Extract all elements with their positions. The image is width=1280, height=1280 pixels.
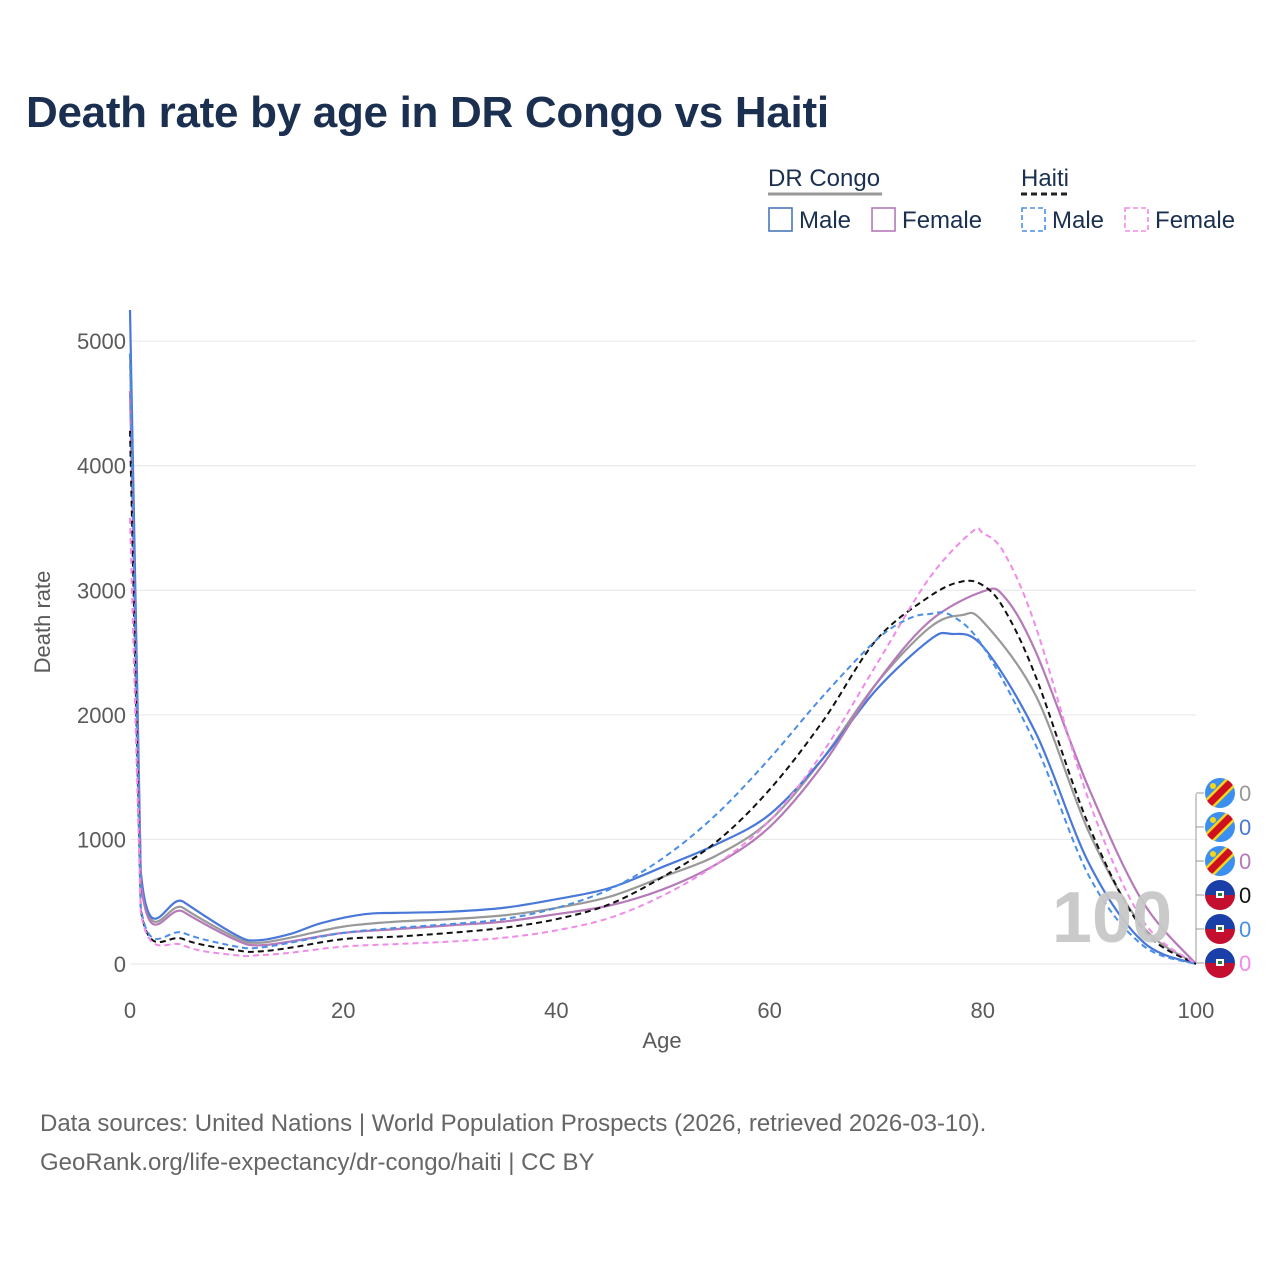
y-tick-label: 5000 (77, 329, 126, 354)
haiti-flag-icon (1205, 948, 1235, 978)
legend-group-haiti: Haiti (1021, 165, 1069, 192)
end-value-label: 0 (1239, 849, 1251, 874)
x-tick-label: 40 (544, 998, 568, 1023)
y-tick-label: 2000 (77, 703, 126, 728)
end-value-label: 0 (1239, 815, 1251, 840)
gridlines (130, 340, 1196, 965)
end-labels: 0 0 0 0 0 0 (1195, 778, 1251, 978)
y-axis-title: Death rate (30, 571, 55, 674)
dr-congo-flag-icon (1205, 846, 1235, 876)
end-value-label: 0 (1239, 883, 1251, 908)
legend-label: Male (799, 207, 851, 234)
x-tick-label: 100 (1178, 998, 1215, 1023)
series-line-haiti-total[interactable] (129, 430, 1197, 965)
legend-swatch (768, 207, 793, 232)
haiti-flag-icon (1205, 880, 1235, 910)
legend-entry-dr-congo-male[interactable]: Male (768, 207, 851, 234)
series-line-haiti-male[interactable] (129, 353, 1197, 965)
series-line-haiti-female[interactable] (129, 517, 1197, 965)
source-note: Data sources: United Nations | World Pop… (40, 1110, 987, 1137)
haiti-flag-icon (1205, 914, 1235, 944)
source-link[interactable]: GeoRank.org/life-expectancy/dr-congo/hai… (40, 1149, 595, 1176)
legend-entry-dr-congo-female[interactable]: Female (871, 207, 982, 234)
legend-swatch (871, 207, 896, 232)
series-line-dr-congo-male[interactable] (128, 309, 1197, 966)
footer: Data sources: United Nations | World Pop… (40, 1104, 986, 1182)
legend-swatch (1124, 207, 1149, 232)
dr-congo-flag-icon (1205, 812, 1235, 842)
legend-entry-haiti-male[interactable]: Male (1021, 207, 1104, 234)
end-value-label: 0 (1239, 951, 1251, 976)
legend-entry-haiti-female[interactable]: Female (1124, 207, 1235, 234)
series-line-dr-congo-total[interactable] (128, 353, 1197, 965)
x-axis-title: Age (642, 1028, 681, 1053)
year-watermark: 100 (1052, 878, 1172, 958)
legend[interactable]: DR Congo Male Female Haiti Male Female (768, 165, 1235, 234)
end-value-label: 0 (1239, 781, 1251, 806)
dr-congo-flag-icon (1205, 778, 1235, 808)
legend-swatch (1021, 207, 1046, 232)
legend-label: Female (1155, 207, 1235, 234)
axes: 0 1000 2000 3000 4000 5000 0 20 40 60 80 100 (77, 329, 1214, 1023)
legend-label: Male (1052, 207, 1104, 234)
y-tick-label: 3000 (77, 578, 126, 603)
legend-group-dr-congo: DR Congo (768, 165, 880, 192)
series-line-dr-congo-female[interactable] (128, 390, 1197, 965)
chart-title: Death rate by age in DR Congo vs Haiti (26, 88, 829, 137)
y-tick-label: 4000 (77, 454, 126, 479)
x-tick-label: 0 (124, 998, 136, 1023)
series-lines (128, 309, 1197, 966)
end-value-label: 0 (1239, 917, 1251, 942)
x-tick-label: 60 (757, 998, 781, 1023)
legend-label: Female (902, 207, 982, 234)
x-tick-label: 80 (971, 998, 995, 1023)
x-tick-label: 20 (331, 998, 355, 1023)
y-tick-label: 1000 (77, 827, 126, 852)
y-tick-label: 0 (114, 952, 126, 977)
